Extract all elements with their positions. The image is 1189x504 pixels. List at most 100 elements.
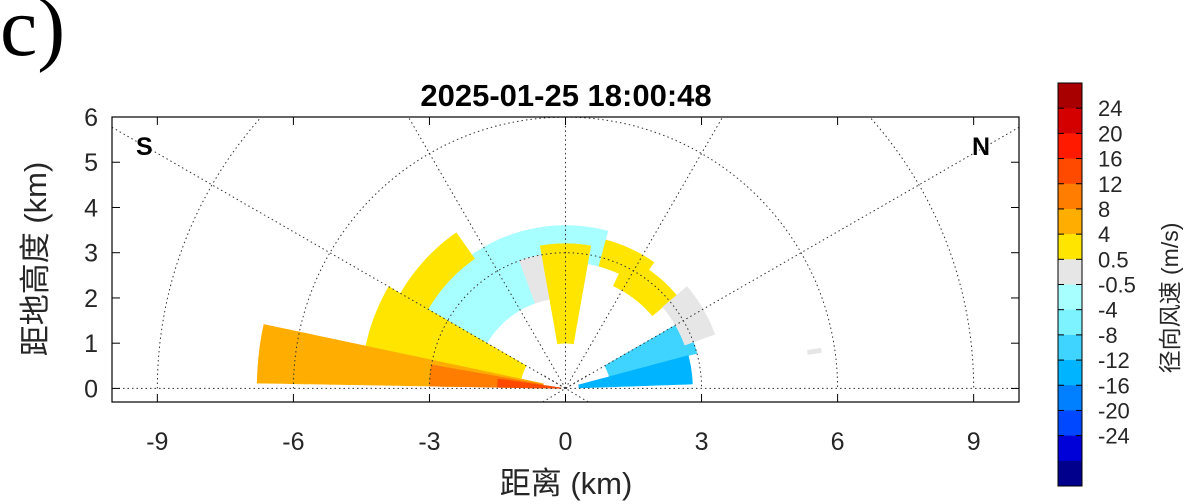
echo-cell — [551, 227, 558, 236]
echo-cell — [556, 225, 564, 229]
x-tick-label: 9 — [967, 428, 981, 456]
echo-cell — [291, 359, 300, 371]
echo-cell — [683, 286, 692, 295]
colorbar-swatch — [1058, 435, 1082, 462]
echo-cell — [277, 378, 285, 384]
colorbar-swatch — [1058, 309, 1082, 336]
chart-title: 2025-01-25 18:00:48 — [420, 78, 711, 113]
echo-cell — [574, 248, 581, 257]
echo-cell — [413, 377, 422, 384]
echo-cell — [298, 360, 307, 371]
colorbar-swatch — [1058, 108, 1082, 134]
echo-cell — [399, 376, 408, 384]
echo-cell — [284, 368, 293, 380]
echo-cell — [345, 365, 354, 374]
x-tick-label: -9 — [146, 428, 168, 456]
echo-cell — [567, 227, 575, 236]
echo-cell — [331, 379, 340, 385]
echo-cell — [318, 379, 326, 385]
echo-cell — [506, 386, 514, 388]
echo-cell — [407, 366, 416, 373]
echo-cell — [567, 225, 575, 229]
colorbar-label: 径向风速 (m/s) — [1157, 223, 1183, 374]
panel-label: c) — [0, 0, 66, 74]
echo-cell — [562, 234, 569, 242]
colorbar-tick-label: -24 — [1098, 424, 1130, 449]
echo-cell — [304, 379, 313, 385]
y-tick-label: 3 — [84, 240, 98, 268]
echo-cell — [560, 247, 566, 256]
echo-cell — [393, 364, 402, 372]
colorbar-swatch — [1058, 158, 1082, 185]
echo-cell — [474, 381, 483, 386]
echo-cell — [569, 261, 575, 270]
x-tick-label: 6 — [831, 428, 845, 456]
echo-cell — [579, 244, 587, 250]
echo-cell — [565, 302, 569, 310]
echo-cell — [257, 355, 266, 368]
echo-cell — [359, 359, 369, 368]
echo-cell — [433, 374, 442, 381]
y-tick-label: 1 — [84, 330, 98, 358]
echo-cell — [555, 254, 562, 263]
echo-cell — [560, 243, 566, 249]
echo-cell — [256, 377, 265, 384]
echo-cell — [488, 385, 496, 388]
echo-cell — [433, 378, 442, 385]
axis-ticks: -9 -6 -3 0 3 6 9 0 1 2 3 4 5 6 — [84, 104, 1019, 456]
echo-cell — [277, 368, 286, 379]
echo-cell — [539, 226, 547, 231]
echo-cell — [549, 296, 554, 305]
echo-cell — [326, 354, 335, 365]
echo-cell — [624, 256, 630, 263]
echo-cell — [560, 261, 566, 269]
colorbar-swatch — [1058, 460, 1082, 487]
echo-cell — [565, 261, 571, 269]
y-tick-label: 0 — [84, 375, 98, 403]
echo-cell — [544, 269, 551, 278]
echo-cell — [565, 247, 571, 256]
echo-cell — [259, 334, 269, 347]
echo-cell — [519, 386, 528, 389]
echo-cell — [352, 373, 361, 382]
colorbar-swatch — [1058, 133, 1082, 160]
echo-cell — [270, 367, 279, 379]
echo-cell — [497, 383, 501, 387]
echo-cell — [561, 274, 566, 283]
echo-cell — [352, 365, 361, 375]
echo-cell — [256, 366, 266, 379]
echo-cell — [353, 358, 362, 368]
echo-cell — [565, 274, 570, 283]
echo-cell — [687, 379, 693, 385]
echo-cell — [440, 375, 449, 381]
echo-cell — [399, 382, 408, 387]
echo-cell — [481, 385, 489, 388]
echo-cell — [420, 377, 428, 384]
echo-cell — [413, 372, 422, 379]
echo-cell — [551, 234, 559, 243]
echo-cell — [386, 369, 395, 377]
echo-cell — [447, 383, 455, 387]
echo-cell — [574, 243, 582, 250]
echo-cell — [379, 381, 387, 386]
echo-cell — [526, 386, 535, 389]
echo-cell — [339, 356, 349, 366]
echo-cell — [379, 368, 388, 377]
echo-cell — [365, 374, 374, 383]
x-axis-label: 距离 (km) — [500, 466, 633, 501]
echo-cell — [365, 381, 374, 386]
echo-cell — [297, 378, 306, 385]
echo-cell — [429, 383, 435, 387]
echo-cell — [573, 225, 581, 229]
direction-label-south: S — [136, 133, 153, 161]
echo-cell — [406, 377, 415, 384]
echo-cell — [393, 370, 402, 378]
echo-cell — [565, 281, 570, 290]
colorbar-tick-label: 4 — [1098, 222, 1110, 247]
echo-cell — [372, 374, 381, 383]
colorbar-swatch — [1058, 410, 1082, 437]
echo-cell — [467, 384, 476, 388]
echo-cell — [447, 379, 456, 385]
echo-cell — [392, 382, 401, 386]
echo-cell — [555, 247, 562, 256]
